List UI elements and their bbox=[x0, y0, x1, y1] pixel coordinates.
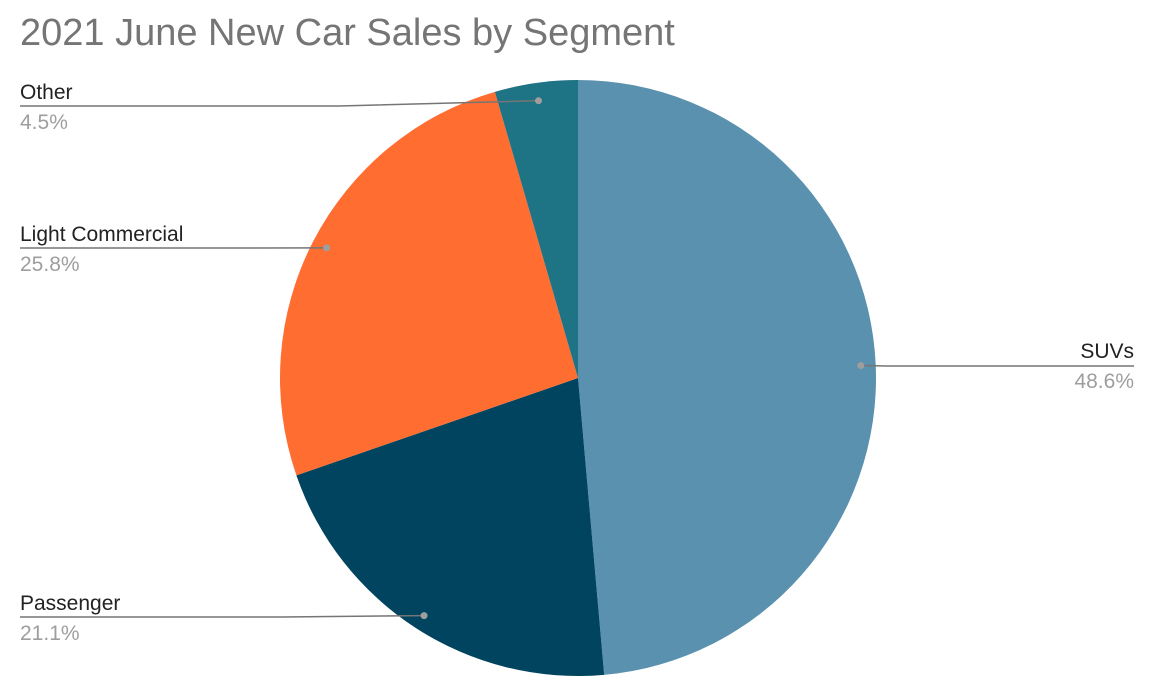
leader-dot-light-commercial bbox=[323, 244, 331, 252]
slice-value-other: 4.5% bbox=[20, 111, 68, 134]
slice-value-passenger: 21.1% bbox=[20, 622, 80, 645]
slice-value-light-commercial: 25.8% bbox=[20, 253, 80, 276]
slice-label-light-commercial: Light Commercial bbox=[20, 223, 183, 246]
data-labels: SUVs 48.6% Passenger 21.1% Light Commercial 2… bbox=[20, 81, 1134, 645]
slice-label-suvs: SUVs bbox=[1080, 340, 1134, 363]
slice-label-passenger: Passenger bbox=[20, 592, 120, 615]
pie-slice-other bbox=[494, 80, 578, 378]
pie-slices bbox=[280, 80, 877, 676]
leader-dot-other bbox=[535, 97, 543, 105]
pie-slice-passenger bbox=[296, 378, 605, 676]
pie-slice-light-commercial bbox=[280, 91, 578, 476]
leader-line-other bbox=[20, 99, 539, 107]
leader-dot-suvs bbox=[857, 362, 865, 370]
pie-slice-suvs bbox=[578, 80, 877, 675]
leader-dot-passenger bbox=[420, 612, 428, 620]
leader-line-passenger bbox=[20, 614, 425, 618]
slice-label-other: Other bbox=[20, 81, 73, 104]
slice-value-suvs: 48.6% bbox=[1074, 370, 1134, 393]
leader-lines bbox=[20, 97, 1134, 620]
chart-title: 2021 June New Car Sales by Segment bbox=[20, 12, 675, 54]
